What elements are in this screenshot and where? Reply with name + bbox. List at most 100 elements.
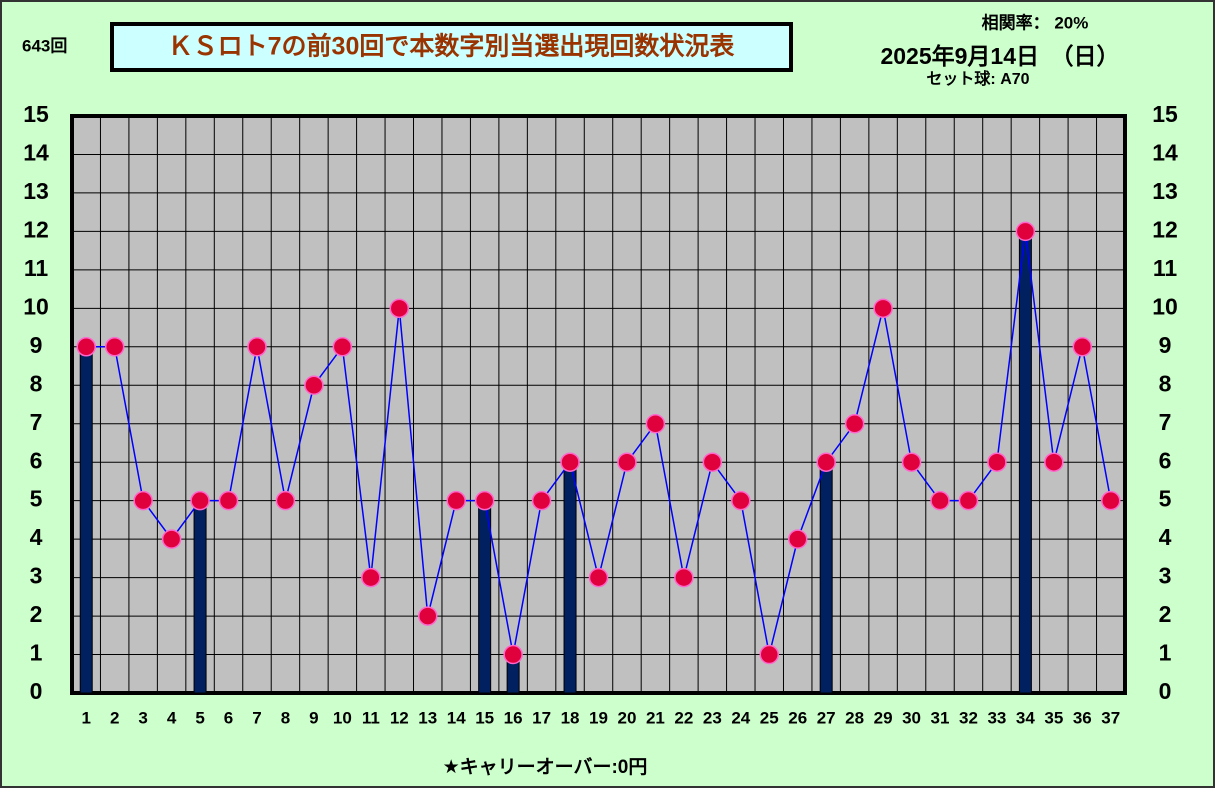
marker	[987, 452, 1007, 472]
marker	[617, 452, 637, 472]
x-tick-label: 28	[845, 708, 864, 727]
x-tick-label: 24	[731, 708, 750, 727]
marker	[161, 529, 182, 549]
marker	[901, 452, 922, 472]
y-tick-label: 1	[30, 640, 43, 666]
x-tick-label: 17	[532, 708, 551, 727]
marker	[588, 567, 609, 588]
y2-tick-label: 4	[1159, 524, 1172, 550]
marker	[332, 337, 353, 357]
set-ball: セット球: A70	[926, 69, 1029, 88]
bar	[819, 461, 833, 694]
y-tick-label: 6	[30, 447, 43, 473]
marker	[1015, 221, 1036, 242]
y2-tick-label: 6	[1159, 447, 1172, 473]
y2-tick-label: 14	[1152, 140, 1178, 166]
marker	[787, 529, 808, 549]
x-tick-label: 12	[390, 708, 409, 727]
marker	[1072, 337, 1093, 357]
y-tick-label: 15	[23, 101, 49, 127]
bar	[1018, 230, 1032, 694]
y2-tick-label: 2	[1159, 601, 1172, 627]
marker	[731, 490, 751, 511]
plot-area	[72, 116, 1125, 693]
plot-border	[70, 114, 1127, 695]
y2-tick-label: 13	[1152, 178, 1178, 204]
marker	[417, 606, 438, 626]
x-tick-label: 27	[817, 708, 836, 727]
x-tick-label: 13	[418, 708, 437, 727]
date: 2025年9月14日 （日）	[880, 43, 1119, 69]
y-tick-label: 5	[30, 486, 43, 512]
marker	[702, 452, 723, 472]
x-tick-label: 4	[167, 708, 177, 727]
y-tick-label: 9	[30, 332, 43, 358]
x-tick-label: 30	[902, 708, 921, 727]
bar	[193, 500, 207, 694]
y2-tick-label: 8	[1159, 370, 1172, 396]
x-tick-label: 29	[874, 708, 893, 727]
y2-tick-label: 7	[1159, 409, 1172, 435]
marker	[304, 375, 324, 396]
y2-tick-label: 15	[1152, 101, 1178, 127]
y-tick-label: 0	[30, 678, 43, 704]
y-tick-label: 4	[30, 524, 43, 550]
marker	[1044, 452, 1064, 472]
bar	[79, 346, 93, 694]
marker	[531, 490, 552, 511]
y2-tick-label: 10	[1152, 293, 1178, 319]
x-tick-label: 20	[617, 708, 636, 727]
marker	[190, 490, 210, 511]
y2-tick-label: 5	[1159, 486, 1172, 512]
x-tick-label: 33	[987, 708, 1006, 727]
correlation: 相関率： 20%	[982, 12, 1089, 32]
x-tick-label: 34	[1016, 708, 1035, 727]
x-tick-label: 21	[646, 708, 665, 727]
marker	[218, 490, 239, 511]
marker	[247, 337, 267, 357]
x-tick-label: 9	[309, 708, 318, 727]
bar	[563, 461, 577, 694]
carryover: ★キャリーオーバー:0円	[443, 756, 648, 778]
x-tick-label: 8	[281, 708, 290, 727]
y-tick-label: 11	[24, 255, 49, 281]
x-tick-label: 31	[931, 708, 950, 727]
y-tick-label: 13	[23, 178, 49, 204]
marker	[275, 490, 296, 511]
y2-tick-label: 9	[1159, 332, 1172, 358]
x-tick-label: 3	[138, 708, 147, 727]
marker	[759, 644, 780, 665]
x-tick-label: 19	[589, 708, 608, 727]
y2-tick-label: 1	[1159, 640, 1172, 666]
x-tick-label: 14	[447, 708, 466, 727]
bar	[478, 500, 492, 694]
marker	[1101, 490, 1121, 511]
x-tick-label: 35	[1044, 708, 1063, 727]
marker	[873, 298, 893, 319]
marker	[474, 490, 495, 511]
x-tick-label: 25	[760, 708, 779, 727]
marker	[958, 490, 979, 511]
y2-tick-label: 11	[1153, 255, 1178, 281]
x-tick-label: 1	[81, 708, 90, 727]
chart-title: ＫＳロト7の前30回で本数字別当選出現回数状況表	[168, 32, 736, 61]
x-tick-label: 5	[195, 708, 204, 727]
x-tick-label: 15	[475, 708, 494, 727]
x-tick-label: 6	[224, 708, 233, 727]
y-tick-label: 14	[23, 140, 49, 166]
x-tick-label: 36	[1073, 708, 1092, 727]
title-box	[110, 22, 793, 72]
y-tick-label: 7	[30, 409, 43, 435]
x-tick-label: 7	[252, 708, 261, 727]
marker	[76, 337, 96, 357]
y-tick-label: 10	[23, 293, 49, 319]
marker	[844, 413, 865, 434]
x-tick-label: 18	[561, 708, 580, 727]
x-tick-label: 23	[703, 708, 722, 727]
marker	[104, 337, 125, 357]
marker	[389, 298, 410, 319]
y-tick-label: 3	[30, 563, 43, 589]
marker	[816, 452, 836, 472]
marker	[361, 567, 381, 588]
